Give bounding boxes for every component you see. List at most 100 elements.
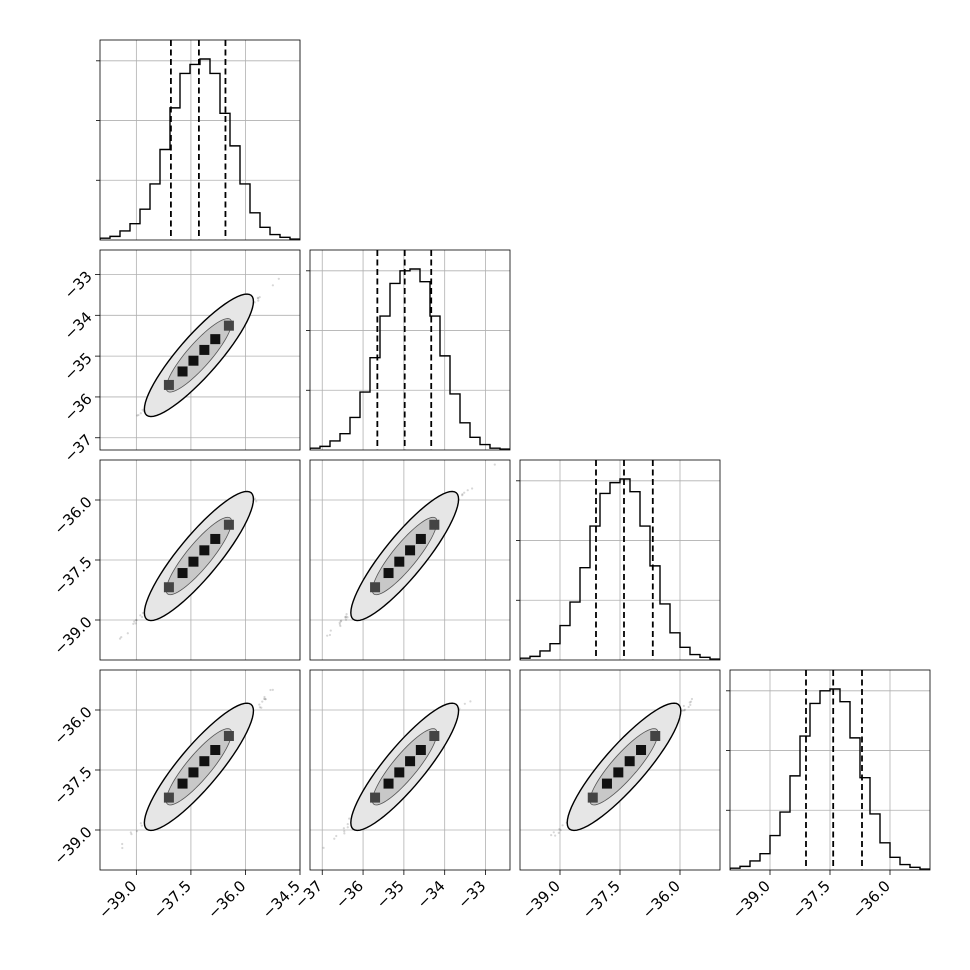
density-3-0 bbox=[121, 688, 274, 850]
sample-point bbox=[466, 489, 469, 492]
sample-point bbox=[342, 827, 345, 830]
density-cell bbox=[163, 582, 174, 593]
sample-point bbox=[141, 611, 144, 615]
density-2-1 bbox=[326, 463, 496, 637]
sample-point bbox=[258, 703, 261, 706]
sample-point bbox=[688, 701, 691, 704]
sample-point bbox=[322, 846, 325, 849]
density-cell bbox=[429, 519, 440, 530]
sample-point bbox=[683, 708, 687, 711]
sample-point bbox=[681, 709, 684, 712]
sample-point bbox=[339, 620, 342, 623]
panel-0-0 bbox=[96, 39, 301, 241]
sample-point bbox=[345, 615, 348, 618]
sample-point bbox=[126, 632, 129, 635]
sample-point bbox=[326, 634, 329, 637]
sample-point bbox=[135, 829, 139, 833]
density-cell bbox=[429, 731, 440, 741]
x-tick-label: −36.0 bbox=[639, 877, 684, 922]
sample-point bbox=[335, 834, 338, 838]
density-cell bbox=[223, 519, 234, 530]
histogram-2 bbox=[520, 478, 720, 660]
corner-panels: −37−36−35−34−33−39.0−37.5−36.0−39.0 −37.5… bbox=[50, 39, 931, 922]
sample-point bbox=[256, 296, 259, 300]
sample-point bbox=[263, 695, 266, 699]
sample-point bbox=[461, 494, 464, 497]
sample-point bbox=[269, 688, 272, 692]
panel-frame bbox=[309, 249, 511, 451]
histogram-1 bbox=[310, 268, 510, 450]
density-cell bbox=[188, 767, 199, 778]
sample-point bbox=[257, 297, 260, 300]
sample-point bbox=[263, 697, 266, 700]
sample-point bbox=[558, 828, 561, 831]
x-tick-label: −33 bbox=[454, 877, 489, 912]
density-3-1 bbox=[322, 700, 472, 849]
histogram-0 bbox=[100, 58, 300, 240]
x-tick-label: −37.5 bbox=[579, 877, 624, 922]
sample-point bbox=[561, 824, 564, 827]
density-1-0 bbox=[136, 277, 280, 418]
y-tick-label: −36 bbox=[61, 390, 96, 425]
density-cell bbox=[601, 778, 612, 789]
sample-point bbox=[140, 824, 143, 827]
sample-point bbox=[690, 697, 694, 701]
sample-point bbox=[141, 408, 144, 411]
sample-point bbox=[260, 706, 263, 709]
sample-point bbox=[118, 637, 122, 640]
sample-point bbox=[333, 837, 336, 840]
density-cell bbox=[415, 745, 426, 755]
density-cell bbox=[370, 582, 381, 593]
y-tick-label: −35 bbox=[61, 349, 96, 384]
panel-3-2: −39.0 −37.5 −36.0 bbox=[519, 669, 721, 922]
panel-frame bbox=[309, 669, 511, 871]
sample-point bbox=[687, 705, 690, 709]
sample-point bbox=[463, 491, 466, 494]
sample-point bbox=[554, 834, 557, 837]
sample-point bbox=[469, 700, 472, 703]
density-cell bbox=[394, 556, 405, 567]
sample-point bbox=[271, 284, 274, 287]
density-cell bbox=[405, 545, 416, 556]
sample-point bbox=[137, 413, 140, 417]
sample-point bbox=[121, 846, 124, 850]
sample-point bbox=[346, 616, 349, 619]
sample-point bbox=[550, 834, 553, 837]
sample-point bbox=[257, 299, 260, 302]
sample-point bbox=[121, 842, 124, 846]
sample-point bbox=[136, 414, 139, 417]
density-cell bbox=[188, 355, 199, 366]
y-tick-label: −37.5 bbox=[50, 553, 95, 598]
sample-point bbox=[253, 497, 256, 500]
density-cell bbox=[163, 792, 174, 803]
panel-2-0: −39.0 −37.5 −36.0 bbox=[50, 459, 301, 661]
density-cell bbox=[636, 745, 647, 755]
density-cell bbox=[394, 767, 405, 778]
sample-point bbox=[493, 463, 496, 466]
y-tick-label: −37.5 bbox=[50, 763, 95, 808]
sample-point bbox=[461, 493, 464, 496]
density-cell bbox=[177, 366, 188, 377]
y-tick-label: −39.0 bbox=[50, 823, 95, 868]
density-cell bbox=[613, 767, 624, 778]
sample-point bbox=[139, 614, 142, 617]
y-tick-label: −36.0 bbox=[50, 493, 95, 538]
panel-frame bbox=[99, 39, 301, 241]
sample-point bbox=[130, 833, 133, 836]
density-cell bbox=[177, 568, 188, 579]
panel-frame bbox=[309, 459, 511, 661]
density-cell bbox=[188, 556, 199, 567]
y-tick-label: −33 bbox=[61, 267, 96, 302]
x-tick-label: −34 bbox=[414, 877, 449, 912]
sample-point bbox=[338, 623, 341, 626]
panel-frame bbox=[99, 249, 301, 451]
sample-point bbox=[329, 629, 332, 632]
panel-2-2 bbox=[516, 459, 721, 661]
sample-point bbox=[344, 615, 347, 618]
sample-point bbox=[258, 295, 261, 299]
sample-point bbox=[338, 621, 341, 624]
sample-point bbox=[133, 620, 136, 623]
panel-2-1 bbox=[309, 459, 511, 661]
density-cell bbox=[210, 334, 221, 345]
sample-point bbox=[682, 704, 685, 708]
